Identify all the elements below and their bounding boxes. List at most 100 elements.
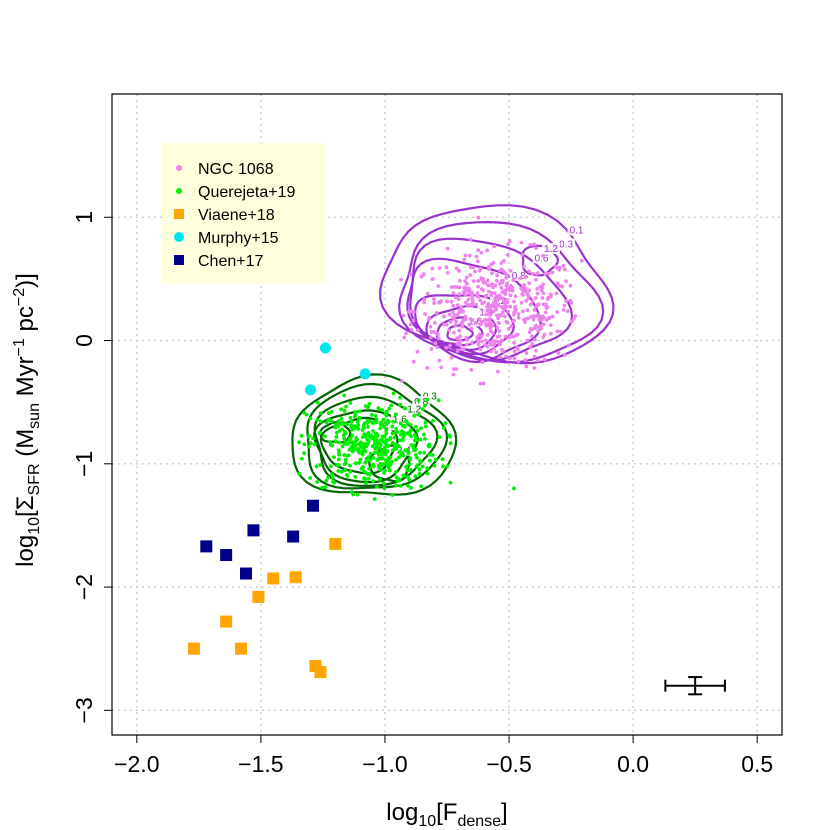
cloud-point-0-373 [516,312,521,316]
cloud-point-1-272 [315,400,320,405]
cloud-point-1-189 [448,441,453,446]
cloud-point-1-110 [337,440,342,445]
cloud-point-0-267 [533,296,538,300]
cloud-point-1-223 [336,457,341,462]
point-2-2 [235,642,248,655]
cloud-point-0-308 [445,270,450,275]
cloud-point-0-112 [573,314,578,318]
cloud-point-0-219 [504,283,509,288]
contour-label-bg-0-0 [567,224,586,236]
cloud-point-0-377 [537,317,542,322]
cloud-point-0-82 [476,342,481,347]
cloud-point-0-54 [503,334,508,339]
cloud-point-0-394 [519,287,524,291]
contour-ring-1-3 [313,409,419,484]
point-4-1 [220,549,233,562]
cloud-point-0-236 [530,341,535,346]
cloud-point-1-284 [354,443,358,447]
cloud-point-0-497 [554,291,559,296]
y-axis-title: log10[ΣSFR (Msun Myr−1 pc−2)] [11,273,43,567]
cloud-point-0-271 [421,272,426,276]
cloud-point-0-132 [508,293,513,298]
cloud-point-0-392 [480,319,484,324]
cloud-point-1-361 [398,402,403,407]
cloud-point-0-415 [542,315,546,320]
cloud-point-0-370 [532,354,537,359]
cloud-point-1-358 [357,450,362,455]
cloud-point-0-204 [455,303,460,308]
cloud-point-0-201 [524,351,529,355]
cloud-point-0-49 [460,324,465,329]
cloud-point-1-263 [405,483,410,488]
contour-label-1-4: 2 [383,420,389,431]
cloud-point-0-155 [456,297,461,302]
cloud-point-1-17 [448,480,453,485]
cloud-point-0-488 [501,269,506,274]
cloud-point-0-211 [491,285,495,290]
cloud-point-0-186 [451,372,456,377]
legend-label-viaene: Viaene+18 [198,207,275,224]
cloud-point-1-187 [315,480,320,484]
cloud-point-0-323 [433,341,438,346]
cloud-point-1-290 [417,472,422,476]
cloud-point-0-227 [501,259,506,263]
cloud-point-1-238 [372,441,377,446]
cloud-point-1-363 [328,440,333,444]
cloud-point-1-173 [423,420,428,425]
cloud-point-0-58 [465,281,469,286]
cloud-point-1-196 [308,476,313,480]
cloud-point-1-444 [384,461,389,466]
cloud-point-0-89 [455,285,460,290]
cloud-point-0-128 [512,312,516,317]
cloud-point-0-494 [435,345,440,350]
cloud-point-0-230 [464,342,469,347]
legend-item-ngc1068: NGC 1068 [176,161,274,178]
cloud-point-0-419 [503,289,508,293]
cloud-point-0-183 [566,343,571,348]
cloud-point-1-288 [306,444,311,449]
cloud-point-0-119 [506,309,510,314]
cloud-point-1-43 [363,481,368,485]
cloud-point-1-396 [400,436,405,441]
cloud-point-1-412 [383,412,388,416]
cloud-point-0-293 [475,291,480,295]
cloud-point-1-329 [388,462,393,467]
cloud-point-1-439 [386,465,391,470]
cloud-point-0-452 [439,299,443,304]
cloud-point-0-67 [449,285,454,290]
point-4-2 [240,567,252,580]
cloud-point-1-432 [403,406,408,411]
cloud-point-0-232 [442,322,446,327]
cloud-point-1-74 [384,431,389,436]
cloud-point-0-385 [560,284,565,289]
cloud-point-0-367 [488,312,492,317]
cloud-point-0-414 [452,317,457,321]
point-2-1 [220,615,233,628]
cloud-point-1-328 [378,442,383,447]
cloud-point-1-163 [395,430,400,435]
cloud-point-1-146 [354,436,359,440]
cloud-point-0-59 [494,350,498,355]
cloud-point-0-114 [429,347,434,351]
cloud-outlier-1-0 [512,486,516,491]
cloud-point-0-14 [546,271,551,276]
cloud-point-1-251 [378,426,383,431]
contour-label-bg-0-5 [477,306,496,318]
cloud-point-0-147 [500,296,505,301]
contour-label-0-2: 0.6 [535,253,549,264]
cloud-point-0-38 [444,265,449,269]
cloud-point-0-477 [489,293,494,298]
cloud-point-0-362 [444,322,449,327]
cloud-point-0-472 [550,270,555,275]
cloud-point-0-28 [444,345,449,350]
cloud-point-0-251 [464,275,469,280]
cloud-point-0-56 [528,327,533,331]
cloud-point-0-498 [549,323,553,328]
cloud-point-0-131 [498,355,503,360]
cloud-point-0-360 [535,324,539,329]
cloud-point-1-4 [367,466,371,471]
cloud-point-1-352 [385,438,390,443]
cloud-point-0-456 [541,253,545,258]
cloud-point-1-183 [337,452,342,457]
cloud-point-1-239 [373,413,378,418]
